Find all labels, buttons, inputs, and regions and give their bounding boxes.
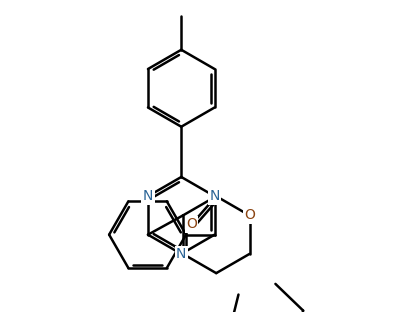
Text: N: N <box>209 189 219 203</box>
Text: N: N <box>143 189 153 203</box>
Text: N: N <box>176 247 186 261</box>
Text: O: O <box>243 208 254 223</box>
Text: O: O <box>185 217 196 231</box>
Text: NH₂: NH₂ <box>0 312 1 313</box>
